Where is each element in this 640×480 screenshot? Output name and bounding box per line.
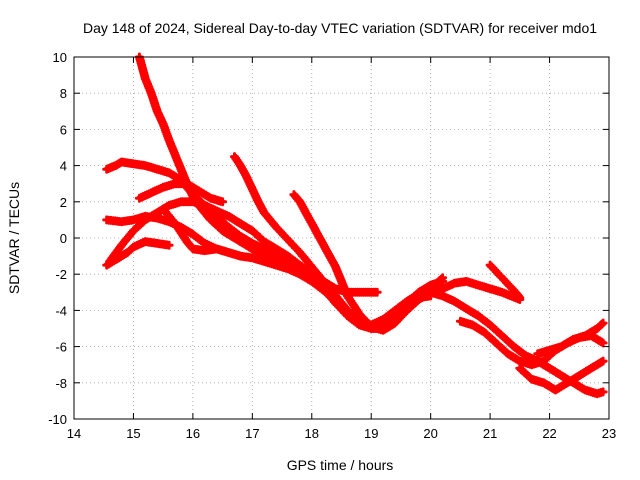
x-tick-label-0: 14 — [67, 426, 81, 441]
y-tick-label-9: 8 — [60, 86, 67, 101]
y-tick-label-2: -6 — [55, 340, 67, 355]
y-tick-label-7: 4 — [60, 159, 67, 174]
y-tick-label-5: 0 — [60, 231, 67, 246]
y-tick-label-1: -8 — [55, 376, 67, 391]
series-s9-markers — [158, 204, 245, 261]
x-tick-label-6: 20 — [423, 426, 437, 441]
y-tick-label-8: 6 — [60, 122, 67, 137]
x-axis-label: GPS time / hours — [287, 457, 394, 473]
y-tick-label-0: -10 — [48, 412, 67, 427]
series-s12-markers — [533, 318, 608, 359]
series-s1-markers — [134, 52, 448, 333]
series-s11 — [515, 356, 608, 395]
series-s10-markers — [455, 316, 608, 370]
series-s7-markers — [105, 197, 382, 297]
tick-layer: 14 15 16 17 18 19 20 21 22 23 -10 -8 -6 -4 -2 0 2 4 6 8 10 — [48, 50, 616, 441]
series-s11-markers — [515, 356, 608, 395]
series-s12 — [533, 318, 608, 359]
series-s8-markers — [134, 179, 228, 207]
series-s13-markers — [485, 260, 525, 303]
series-s8 — [134, 179, 228, 207]
series-s3 — [289, 190, 525, 335]
y-tick-label-4: -2 — [55, 267, 67, 282]
series-s13 — [485, 260, 525, 303]
series-layer — [102, 52, 608, 399]
x-tick-label-8: 22 — [542, 426, 556, 441]
x-tick-label-7: 21 — [483, 426, 497, 441]
x-tick-label-3: 17 — [245, 426, 259, 441]
x-tick-label-5: 19 — [364, 426, 378, 441]
series-s9 — [158, 204, 245, 261]
series-s10 — [455, 316, 608, 370]
x-tick-label-4: 18 — [305, 426, 319, 441]
y-tick-label-3: -4 — [55, 303, 67, 318]
y-tick-label-6: 2 — [60, 195, 67, 210]
series-s1 — [134, 52, 448, 333]
x-tick-label-1: 15 — [126, 426, 140, 441]
y-tick-label-10: 10 — [53, 50, 67, 65]
series-s3-markers — [289, 190, 525, 335]
x-tick-label-2: 16 — [186, 426, 200, 441]
series-s7 — [105, 197, 382, 297]
y-axis-label: SDTVAR / TECUs — [6, 182, 22, 294]
chart-title: Day 148 of 2024, Sidereal Day-to-day VTE… — [83, 20, 597, 36]
x-tick-label-9: 23 — [602, 426, 616, 441]
